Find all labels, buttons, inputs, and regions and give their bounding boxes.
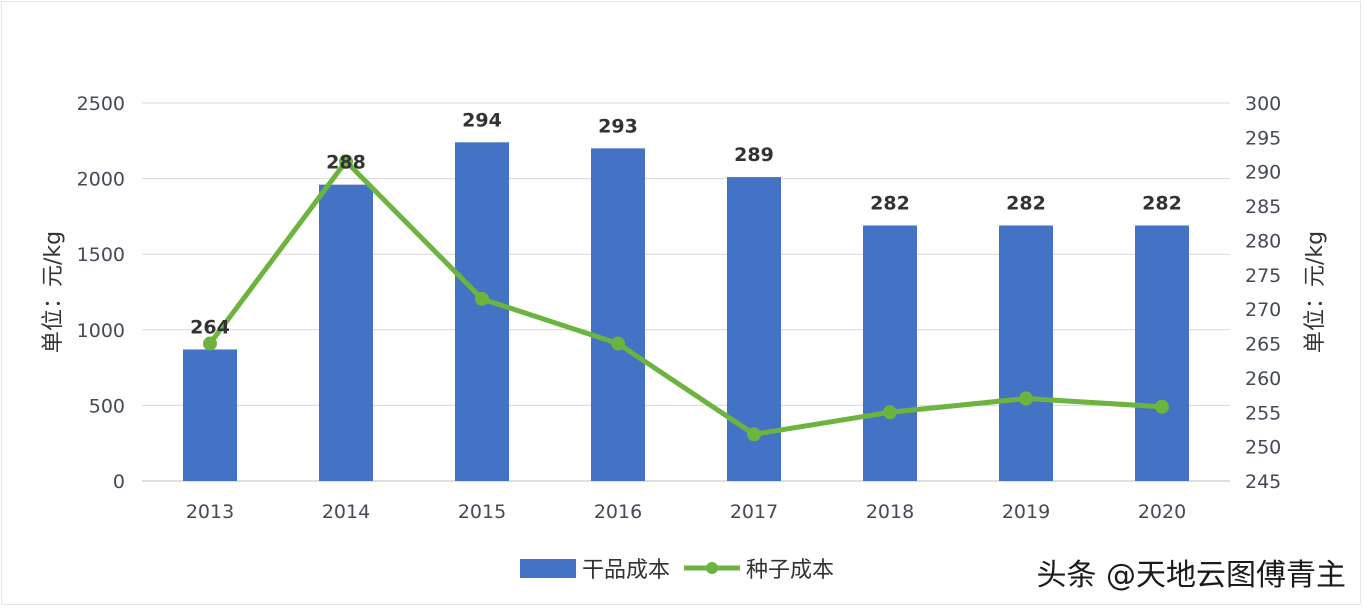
- bar: [183, 349, 237, 481]
- y-axis-right: 245 250 255 260 265 270 275 280 285 290 295 300: [1245, 93, 1281, 493]
- gridlines: [142, 102, 1230, 482]
- bar: [319, 184, 373, 481]
- data-label: 264: [190, 316, 230, 338]
- x-tick-label: 2020: [1138, 501, 1186, 523]
- x-tick-label: 2018: [866, 501, 914, 523]
- line-point: [475, 291, 489, 306]
- line-point: [883, 405, 897, 420]
- y-right-tick-label: 290: [1245, 162, 1281, 184]
- y-left-tick-label: 1500: [77, 244, 125, 266]
- x-tick-label: 2015: [458, 501, 506, 523]
- x-tick-label: 2017: [730, 501, 778, 523]
- y-right-tick-label: 260: [1245, 368, 1281, 390]
- line-point: [339, 154, 353, 169]
- line-point: [1019, 391, 1033, 406]
- y-axis-left-title: 单位：元/kg: [41, 231, 66, 353]
- y-left-tick-label: 1000: [77, 320, 125, 342]
- legend-line-marker: [706, 562, 718, 574]
- legend: 干品成本 种子成本: [520, 558, 834, 583]
- legend-bar-swatch: [520, 559, 576, 578]
- x-tick-label: 2014: [322, 501, 370, 523]
- bar: [1135, 225, 1189, 481]
- data-labels: 264 288 294 293 289 282 282 282: [190, 109, 1182, 338]
- y-left-tick-label: 0: [113, 471, 125, 493]
- y-left-tick-label: 2500: [77, 93, 125, 115]
- y-right-tick-label: 275: [1245, 265, 1281, 287]
- data-label: 282: [1142, 192, 1182, 214]
- y-right-tick-label: 255: [1245, 402, 1281, 424]
- x-tick-label: 2019: [1002, 501, 1050, 523]
- bar: [455, 142, 509, 481]
- y-right-tick-label: 270: [1245, 299, 1281, 321]
- y-left-tick-label: 500: [89, 395, 125, 417]
- watermark: 头条 @天地云图傅青主: [1036, 558, 1346, 593]
- y-right-tick-label: 265: [1245, 334, 1281, 356]
- bar: [863, 225, 917, 481]
- y-right-tick-label: 245: [1245, 471, 1281, 493]
- y-axis-right-title: 单位：元/kg: [1303, 231, 1328, 353]
- y-right-tick-label: 250: [1245, 437, 1281, 459]
- data-label: 282: [1006, 192, 1046, 214]
- y-left-tick-label: 2000: [77, 169, 125, 191]
- data-label: 289: [734, 144, 774, 166]
- line-point: [203, 336, 217, 351]
- y-right-tick-label: 300: [1245, 93, 1281, 115]
- legend-bar-label: 干品成本: [582, 558, 670, 583]
- data-label: 294: [462, 109, 502, 131]
- line-point: [1155, 399, 1169, 414]
- line-point: [747, 427, 761, 442]
- line-point: [611, 336, 625, 351]
- bar: [591, 148, 645, 482]
- data-label: 282: [870, 192, 910, 214]
- y-right-tick-label: 280: [1245, 230, 1281, 252]
- legend-line-label: 种子成本: [746, 558, 834, 583]
- x-tick-label: 2016: [594, 501, 642, 523]
- y-right-tick-label: 285: [1245, 196, 1281, 218]
- data-label: 288: [326, 152, 366, 174]
- bar: [999, 225, 1053, 481]
- data-label: 293: [598, 115, 638, 137]
- y-axis-left: 0 500 1000 1500 2000 2500: [77, 93, 125, 493]
- y-right-tick-label: 295: [1245, 127, 1281, 149]
- bar-series: [183, 142, 1189, 482]
- line-series: [203, 154, 1169, 442]
- x-tick-label: 2013: [186, 501, 234, 523]
- series-line: [207, 158, 1163, 437]
- x-axis: 2013 2014 2015 2016 2017 2018 2019 2020: [186, 501, 1186, 523]
